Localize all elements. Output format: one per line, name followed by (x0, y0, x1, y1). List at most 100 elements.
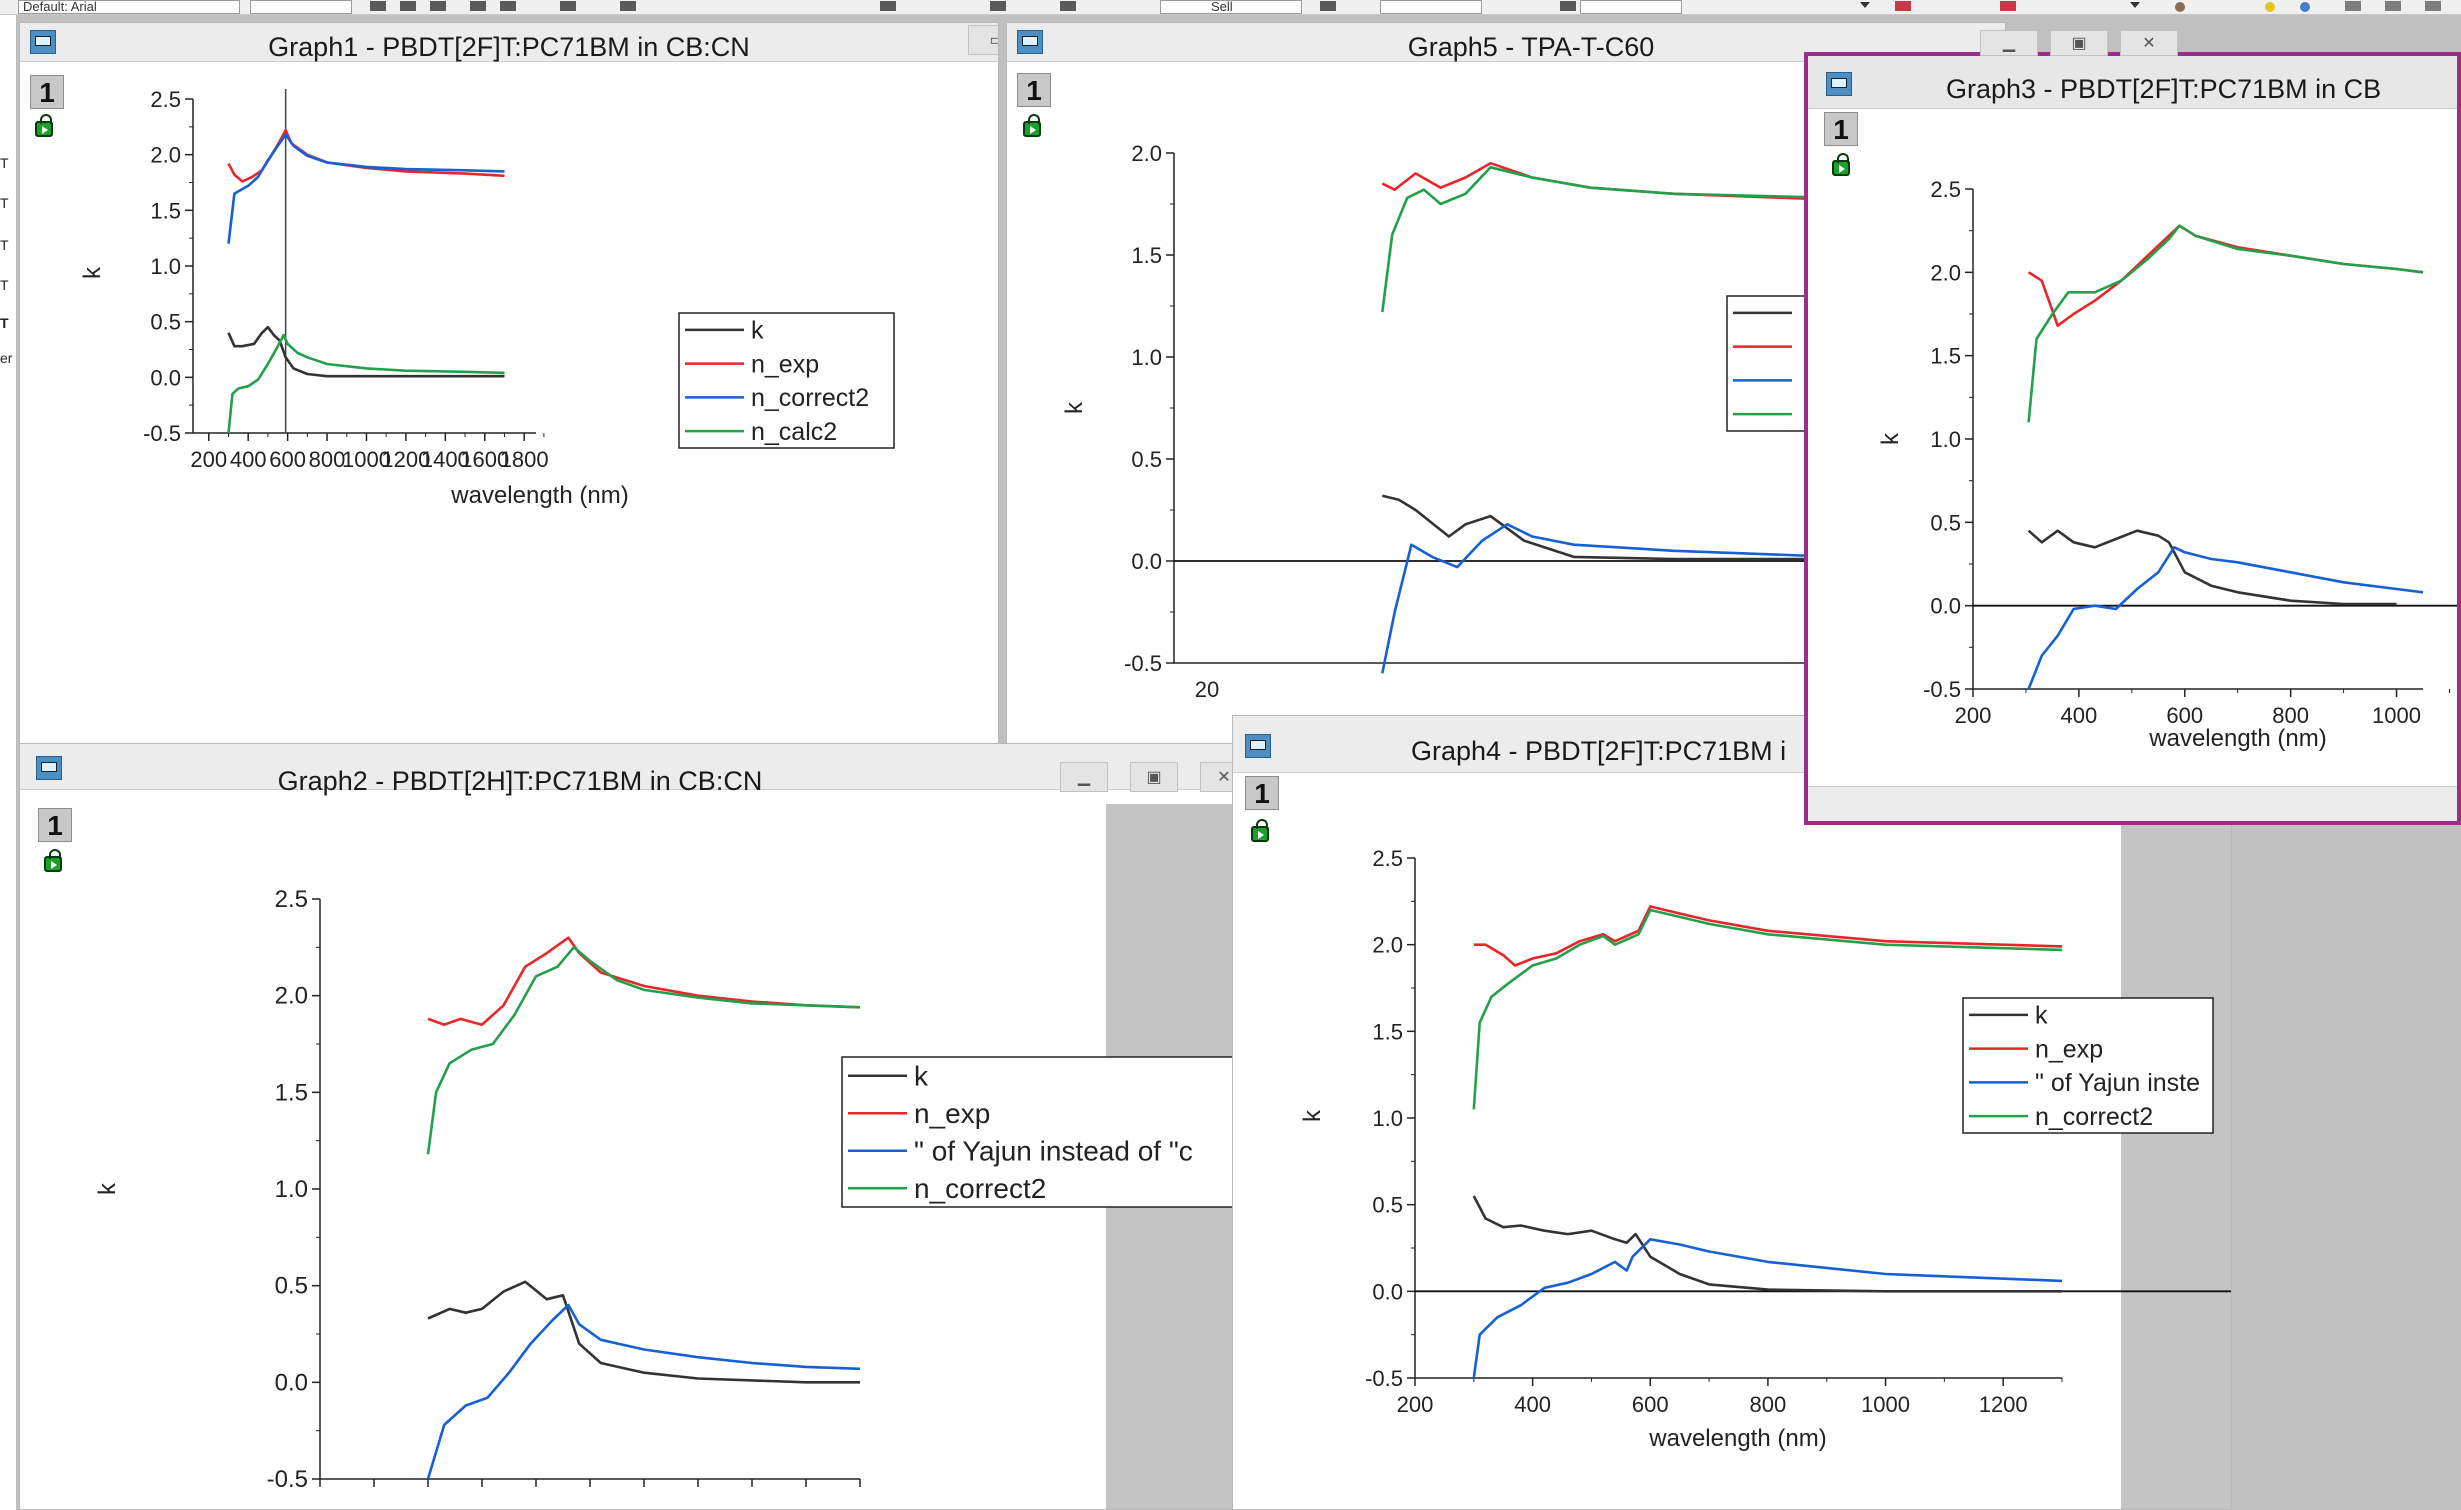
graph4-page-tab[interactable]: 1 (1245, 776, 1279, 810)
font-size-selector[interactable] (250, 0, 352, 14)
graph2-layer-lock-icon[interactable] (44, 849, 62, 872)
graph1-layer-lock-icon[interactable] (35, 114, 53, 137)
sphere-icon[interactable] (2300, 2, 2310, 12)
graph5-title: Graph5 - TPA-T-C60 (1407, 32, 1655, 62)
line-width-value: Sell (1211, 0, 1233, 14)
y-tick-label: 2.5 (1372, 846, 1403, 871)
column-chart-icon[interactable] (1895, 1, 1911, 11)
graph3-window[interactable]: Graph3 - PBDT[2F]T:PC71BM in CB 1 2.5 2.0… (1804, 52, 2461, 825)
line-color-icon[interactable] (880, 1, 896, 11)
x-tick-label: 400 (2061, 703, 2098, 728)
graph2-plot[interactable]: 2.5 2.0 1.5 1.0 0.5 0.0 -0.5 k k n_exp " of Yajun … (20, 744, 1249, 1510)
x-tick-label: 800 (309, 447, 346, 472)
table-icon[interactable] (2345, 1, 2361, 11)
graph-window-icon[interactable] (1245, 734, 1271, 758)
graph2-window[interactable]: Graph2 - PBDT[2H]T:PC71BM in CB:CN ▁ ▣ ✕… (19, 743, 1249, 1510)
y-tick-label: 1.5 (1930, 344, 1961, 369)
graph2-restore-button[interactable]: ▣ (1130, 762, 1178, 792)
graph4-layer-lock-icon[interactable] (1251, 819, 1269, 842)
y-axis-label: k (1299, 1109, 1326, 1122)
graph-window-icon[interactable] (36, 756, 62, 780)
extra-icon[interactable] (2425, 1, 2441, 11)
graph-window-icon[interactable] (30, 30, 56, 54)
x-tick-label: 1800 (500, 447, 549, 472)
graph3-minimize-button[interactable]: ▁ (1980, 30, 2038, 56)
greek-icon[interactable] (560, 1, 576, 11)
y-tick-label: 1.0 (1930, 427, 1961, 452)
series-line-1 (427, 1280, 860, 1384)
app-toolbar: Default: Arial Sell (0, 0, 2461, 15)
y-tick-label: 2.5 (275, 886, 308, 913)
y-tick-label: 1.5 (1131, 243, 1162, 268)
graph1-plot[interactable]: 2.5 2.0 1.5 1.0 0.5 0.0 -0.5 200 400 600 800100012… (20, 23, 999, 752)
graph2-page-tab[interactable]: 1 (38, 808, 72, 842)
graph5-layer-lock-icon[interactable] (1023, 114, 1041, 137)
y-tick-label: 1.0 (275, 1176, 308, 1203)
series-line-2 (1473, 905, 2063, 967)
italic-icon[interactable] (400, 1, 416, 11)
x-tick-label: 600 (2166, 703, 2203, 728)
project-explorer-strip: T T T T T er (0, 15, 17, 1510)
format-icon[interactable] (620, 1, 636, 11)
legend-label-4: n_correct2 (2035, 1103, 2153, 1131)
chevron-down-icon-2[interactable] (2130, 2, 2140, 8)
legend-label-2: n_exp (914, 1098, 990, 1129)
x-tick-label: 1000 (2372, 703, 2421, 728)
graph-window-icon[interactable] (1826, 72, 1852, 96)
graph2-minimize-button[interactable]: ▁ (1060, 762, 1108, 792)
legend-label-4: n_correct2 (914, 1173, 1046, 1204)
legend-box (1962, 997, 2214, 1134)
subscript-icon[interactable] (500, 1, 516, 11)
underline-icon[interactable] (430, 1, 446, 11)
grid-icon[interactable] (2385, 1, 2401, 11)
graph2-title: Graph2 - PBDT[2H]T:PC71BM in CB:CN (277, 766, 763, 796)
graph3-page-tab[interactable]: 1 (1824, 112, 1858, 146)
explorer-fragment: T (0, 277, 9, 293)
y-tick-label: -0.5 (1124, 651, 1162, 676)
bar-chart-icon[interactable] (2000, 1, 2016, 11)
font-selector[interactable]: Default: Arial (18, 0, 240, 14)
series-line-2 (2027, 224, 2424, 328)
explorer-fragment: T (0, 237, 9, 253)
graph1-title: Graph1 - PBDT[2F]T:PC71BM in CB:CN (268, 32, 750, 62)
line-width-selector[interactable]: Sell (1160, 0, 1302, 14)
graph1-titlebar[interactable]: Graph1 - PBDT[2F]T:PC71BM in CB:CN ▭ (20, 23, 998, 62)
explorer-fragment: T (0, 315, 9, 331)
graph2-titlebar[interactable]: Graph2 - PBDT[2H]T:PC71BM in CB:CN ▁ ▣ ✕ (20, 744, 1248, 796)
y-tick-label: 2.0 (1131, 141, 1162, 166)
y-tick-label: 2.5 (1930, 177, 1961, 202)
graph5-page-tab[interactable]: 1 (1017, 73, 1051, 107)
graph1-page-tab[interactable]: 1 (30, 75, 64, 109)
superscript-icon[interactable] (470, 1, 486, 11)
bold-icon[interactable] (370, 1, 386, 11)
arrow-icon[interactable] (1560, 1, 1576, 11)
legend-label-3: n_correct2 (751, 384, 869, 412)
y-tick-label: 0.5 (1131, 447, 1162, 472)
series-line-4 (1472, 908, 2063, 1110)
plot-type-selector[interactable] (1580, 0, 1682, 14)
graph3-titlebar[interactable]: Graph3 - PBDT[2F]T:PC71BM in CB (1808, 56, 2457, 109)
palette-icon[interactable] (2175, 2, 2185, 12)
symbol-icon[interactable] (1320, 1, 1336, 11)
x-tick-label: 1000 (1861, 1392, 1910, 1417)
series-line-3 (1472, 1237, 2063, 1379)
pattern-icon[interactable] (1060, 1, 1076, 11)
fill-color-icon[interactable] (990, 1, 1006, 11)
graph3-horizontal-scrollbar[interactable] (1808, 786, 2457, 821)
graph3-restore-button[interactable]: ▣ (2050, 30, 2108, 56)
graph1-minimize-button[interactable]: ▭ (968, 25, 998, 55)
bulb-icon[interactable] (2265, 2, 2275, 12)
x-tick-label: 400 (1514, 1392, 1551, 1417)
legend-box (1726, 295, 1808, 432)
y-tick-label: -0.5 (1923, 677, 1961, 702)
graph3-layer-lock-icon[interactable] (1832, 153, 1850, 176)
y-tick-label: 0.0 (1131, 549, 1162, 574)
graph4-window[interactable]: Graph4 - PBDT[2F]T:PC71BM i 1 2.5 2.0 1.5 1… (1232, 715, 2232, 1510)
graph3-close-button[interactable]: ✕ (2120, 30, 2178, 56)
graph1-window[interactable]: Graph1 - PBDT[2F]T:PC71BM in CB:CN ▭ 1 2… (19, 22, 999, 752)
graph-window-icon[interactable] (1017, 30, 1043, 54)
symbol-size-selector[interactable] (1380, 0, 1482, 14)
chevron-down-icon[interactable] (1860, 2, 1870, 8)
